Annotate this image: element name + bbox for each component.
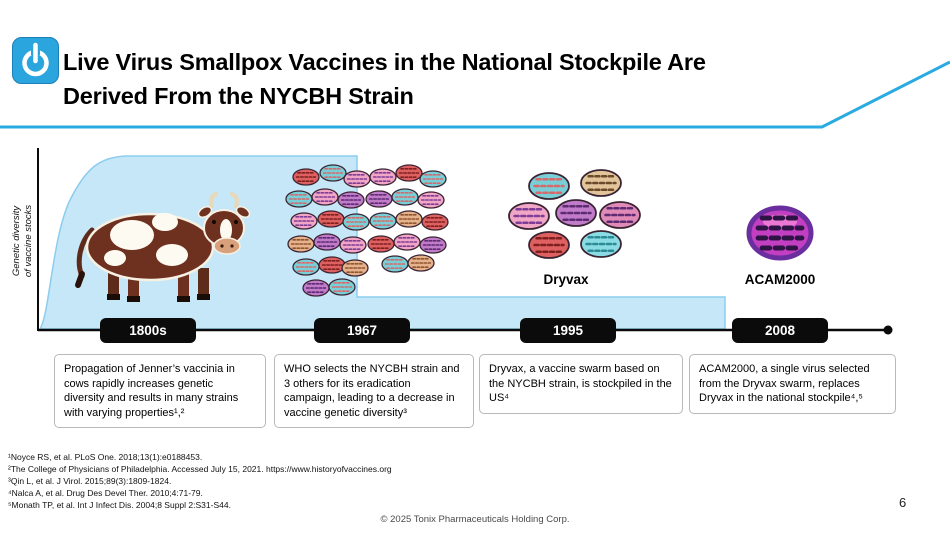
virus-particle [419, 236, 447, 254]
page-number: 6 [899, 495, 907, 510]
cow-illustration [75, 192, 251, 302]
virus-particle [599, 201, 641, 229]
virus-particle [285, 190, 313, 208]
virus-particle [319, 164, 347, 182]
virus-particle [369, 168, 397, 186]
virus-particle [393, 233, 421, 251]
footnote-4: ⁴Nalca A, et al. Drug Des Devel Ther. 20… [8, 487, 203, 498]
acam2000-label: ACAM2000 [744, 272, 816, 287]
slide-title: Live Virus Smallpox Vaccines in the Nati… [63, 46, 706, 114]
virus-particle [369, 212, 397, 230]
timeline-end-dot [883, 325, 893, 335]
virus-particle [391, 188, 419, 206]
swarm-pre-1967 [285, 164, 371, 297]
footnote-2: ²The College of Physicians of Philadelph… [8, 463, 392, 474]
virus-particle [528, 172, 570, 200]
virus-particle [339, 236, 367, 254]
virus-particle [365, 190, 393, 208]
virus-particle [508, 202, 550, 230]
virus-particle [342, 213, 370, 231]
note-1995: Dryvax, a vaccine swarm based on the NYC… [479, 354, 683, 414]
timeline-year-2008: 2008 [732, 318, 828, 343]
note-1800s: Propagation of Jenner’s vaccinia in cows… [54, 354, 266, 429]
virus-particle [555, 199, 597, 227]
title-line-2: Derived From the NYCBH Strain [63, 82, 414, 109]
footnote-5: ⁵Monath TP, et al. Int J Infect Dis. 200… [8, 499, 231, 510]
timeline-year-1967: 1967 [314, 318, 410, 343]
footnote-1: ¹Noyce RS, et al. PLoS One. 2018;13(1):e… [8, 452, 203, 462]
copyright-footer: © 2025 Tonix Pharmaceuticals Holding Cor… [380, 514, 570, 525]
y-axis-label: Genetic diversity of vaccine stocks [11, 176, 37, 306]
swarm-post-1967 [365, 164, 449, 273]
y-axis-label-line-1: Genetic diversity [11, 205, 22, 277]
virus-particle [328, 278, 356, 296]
virus-particle [313, 233, 341, 251]
acam2000-single-virus [746, 205, 814, 261]
virus-particle [290, 212, 318, 230]
dryvax-swarm [508, 169, 641, 259]
virus-particle [287, 235, 315, 253]
note-1967: WHO selects the NYCBH strain and 3 other… [274, 354, 474, 429]
title-line-1: Live Virus Smallpox Vaccines in the Nati… [63, 49, 706, 75]
virus-particle [337, 191, 365, 209]
virus-particle [528, 231, 570, 259]
accent-line [0, 60, 950, 129]
virus-particle [343, 170, 371, 188]
virus-particle [318, 256, 346, 274]
footnote-3: ³Qin L, et al. J Virol. 2015;89(3):1809-… [8, 475, 172, 486]
virus-particle [746, 205, 814, 261]
virus-particle [417, 191, 445, 209]
virus-clusters [285, 164, 814, 297]
virus-particle [311, 188, 339, 206]
footnotes: ¹Noyce RS, et al. PLoS One. 2018;13(1):e… [8, 452, 392, 511]
y-axis-label-line-2: of vaccine stocks [22, 204, 34, 278]
virus-particle [407, 254, 435, 272]
virus-particle [395, 210, 423, 228]
virus-particle [292, 258, 320, 276]
timeline-year-1800s: 1800s [100, 318, 196, 343]
virus-particle [341, 259, 369, 277]
virus-particle [421, 213, 449, 231]
virus-particle [317, 210, 345, 228]
virus-particle [381, 255, 409, 273]
virus-particle [292, 168, 320, 186]
virus-particle [367, 235, 395, 253]
power-icon [12, 37, 59, 84]
virus-particle [580, 230, 622, 258]
dryvax-label: Dryvax [543, 272, 589, 287]
tonix-logo [12, 37, 59, 84]
virus-particle [580, 169, 622, 197]
virus-particle [395, 164, 423, 182]
timeline-year-1995: 1995 [520, 318, 616, 343]
note-2008: ACAM2000, a single virus selected from t… [689, 354, 896, 414]
virus-particle [302, 279, 330, 297]
virus-particle [419, 170, 447, 188]
